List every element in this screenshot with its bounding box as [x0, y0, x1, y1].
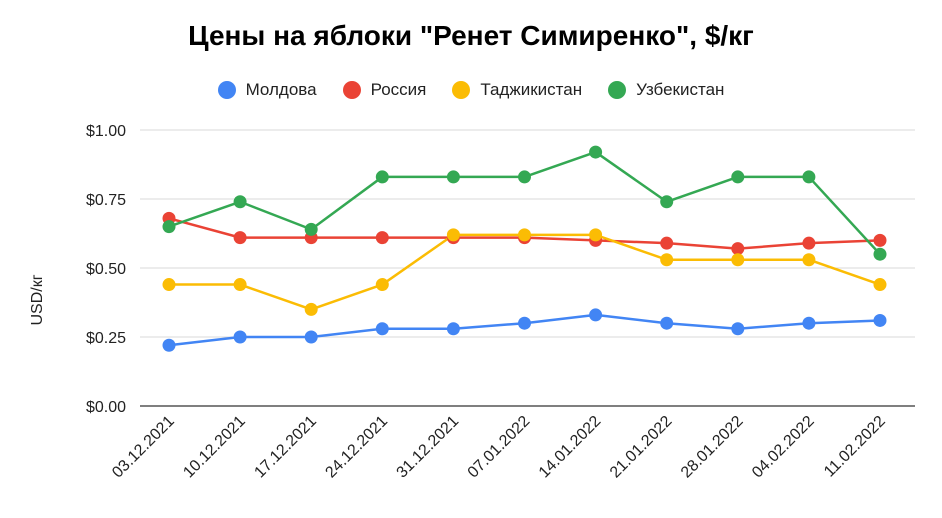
data-point	[660, 316, 674, 330]
legend-label: Россия	[370, 80, 427, 99]
legend-item: Узбекистан	[608, 80, 724, 100]
data-point	[731, 253, 745, 267]
data-point	[518, 170, 531, 184]
y-tick-label: $1.00	[86, 123, 126, 140]
x-tick-label: 10.12.2021	[180, 413, 249, 482]
data-point	[731, 170, 745, 184]
legend-marker	[608, 81, 627, 99]
legend-item: Таджикистан	[452, 80, 582, 100]
data-point	[589, 308, 603, 322]
data-point	[233, 195, 247, 209]
data-point	[233, 231, 247, 245]
legend-marker	[452, 81, 471, 99]
data-point	[731, 322, 745, 336]
x-tick-label: 28.01.2022	[678, 413, 747, 482]
x-tick-label: 03.12.2021	[109, 413, 178, 482]
x-tick-label: 24.12.2021	[322, 413, 391, 482]
legend-label: Узбекистан	[636, 80, 725, 99]
data-point	[802, 316, 816, 330]
data-point	[304, 222, 318, 236]
y-tick-label: $0.25	[86, 330, 126, 347]
data-point	[589, 228, 603, 242]
x-tick-label: 17.12.2021	[251, 413, 320, 482]
x-tick-label: 31.12.2021	[394, 413, 463, 482]
x-tick-label: 04.02.2022	[749, 413, 818, 482]
data-point	[446, 170, 460, 184]
data-point	[660, 236, 674, 250]
data-point	[375, 322, 389, 336]
data-point	[802, 170, 816, 184]
data-point	[873, 247, 887, 261]
chart-title: Цены на яблоки "Ренет Симиренко", $/кг	[188, 20, 754, 51]
x-tick-label: 07.01.2022	[465, 413, 534, 482]
x-tick-label: 14.01.2022	[536, 413, 605, 482]
x-tick-label: 11.02.2022	[821, 413, 889, 481]
data-point	[375, 278, 389, 292]
data-point	[446, 322, 460, 336]
y-tick-label: $0.50	[86, 261, 126, 278]
y-tick-label: $0.00	[86, 399, 126, 416]
legend-item: Россия	[342, 80, 427, 100]
legend-label: Молдова	[245, 80, 317, 99]
data-point	[375, 170, 389, 184]
data-point	[873, 278, 887, 292]
x-tick-label: 21.01.2022	[607, 413, 676, 482]
legend-item: Молдова	[217, 80, 317, 100]
data-point	[162, 220, 176, 234]
data-point	[589, 145, 603, 159]
data-point	[304, 302, 318, 316]
data-point	[446, 228, 460, 242]
data-point	[162, 278, 176, 292]
legend: Молдова Россия Таджикистан Узбекистан	[0, 80, 942, 100]
data-point	[233, 330, 247, 344]
data-point	[518, 228, 531, 242]
data-point	[731, 242, 745, 256]
data-point	[518, 316, 531, 330]
data-point	[660, 253, 674, 267]
data-point	[873, 233, 887, 247]
legend-label: Таджикистан	[480, 80, 583, 99]
data-point	[233, 278, 247, 292]
data-point	[162, 338, 176, 352]
legend-marker	[342, 81, 361, 99]
data-point	[802, 253, 816, 267]
data-point	[304, 330, 318, 344]
legend-marker	[217, 81, 236, 99]
data-point	[375, 231, 389, 245]
y-tick-label: $0.75	[86, 192, 126, 209]
data-point	[802, 236, 816, 250]
data-point	[660, 195, 674, 209]
data-point	[873, 313, 887, 327]
